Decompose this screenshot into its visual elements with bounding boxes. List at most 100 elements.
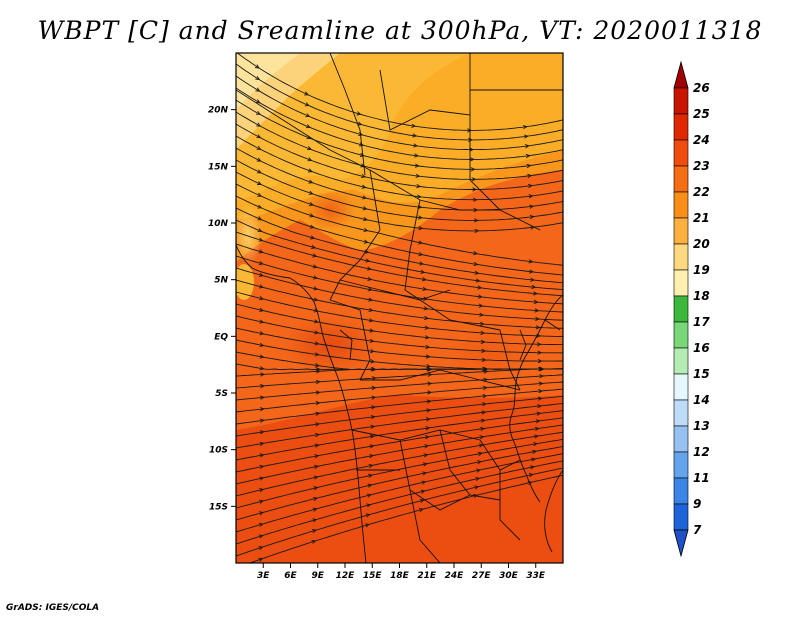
streamline bbox=[236, 123, 563, 190]
streamline-arrowhead bbox=[420, 269, 426, 274]
streamline bbox=[236, 63, 563, 141]
streamline-arrowhead bbox=[315, 390, 321, 395]
streamline-arrowhead bbox=[538, 381, 544, 386]
streamline bbox=[236, 315, 563, 354]
streamline-arrows bbox=[254, 64, 545, 562]
streamline-arrowhead bbox=[363, 216, 369, 222]
streamline-arrowhead bbox=[425, 417, 431, 422]
streamline-arrowhead bbox=[368, 463, 374, 469]
streamline-arrowhead bbox=[259, 354, 265, 359]
streamline-arrowhead bbox=[418, 508, 424, 513]
streamline-arrowhead bbox=[478, 443, 484, 448]
streamline-arrowhead bbox=[311, 529, 317, 534]
streamline-arrowhead bbox=[365, 258, 371, 263]
streamline-arrowhead bbox=[259, 488, 265, 493]
colorbar-label: 24 bbox=[693, 133, 710, 147]
streamline-arrowhead bbox=[255, 87, 261, 92]
streamline-arrowhead bbox=[480, 426, 486, 432]
streamline bbox=[236, 381, 563, 413]
streamline-arrowhead bbox=[256, 134, 262, 139]
streamline-arrowhead bbox=[474, 218, 479, 223]
streamline-arrowhead bbox=[313, 475, 319, 480]
streamline-arrowhead bbox=[259, 476, 265, 481]
streamline-arrowhead bbox=[258, 261, 264, 266]
colorbar-swatch bbox=[673, 373, 689, 401]
streamline-arrowhead bbox=[477, 285, 483, 290]
streamline-arrowhead bbox=[528, 194, 534, 199]
colorbar-label: 19 bbox=[693, 263, 710, 277]
streamline-arrowhead bbox=[529, 269, 535, 274]
streamline-arrowhead bbox=[259, 296, 265, 301]
streamline-arrowhead bbox=[366, 266, 372, 271]
streamline-arrowhead bbox=[308, 190, 314, 195]
streamline bbox=[236, 368, 563, 377]
streamline-arrowhead bbox=[537, 358, 543, 364]
streamline-arrowhead bbox=[529, 465, 536, 470]
streamline-arrowhead bbox=[255, 99, 261, 104]
lon-tick-label: 30E bbox=[499, 571, 519, 581]
lon-tick-label: 24E bbox=[445, 571, 465, 581]
streamline bbox=[236, 303, 563, 346]
streamline bbox=[236, 453, 563, 533]
streamline bbox=[236, 219, 563, 291]
streamline-arrowhead bbox=[527, 173, 533, 179]
streamline-arrowhead bbox=[427, 367, 433, 372]
streamline-arrowhead bbox=[535, 419, 541, 424]
lon-tick-label: 6E bbox=[284, 571, 297, 581]
streamline-arrowhead bbox=[426, 408, 432, 413]
streamline-arrowhead bbox=[532, 449, 538, 454]
streamline-arrowhead bbox=[259, 430, 265, 435]
streamline-arrowhead bbox=[475, 278, 481, 283]
streamline-arrowhead bbox=[314, 454, 320, 459]
streamline-arrowhead bbox=[312, 253, 318, 258]
streamline-arrowhead bbox=[414, 163, 420, 168]
colorbar-swatch bbox=[673, 321, 689, 349]
streamline-arrowhead bbox=[258, 522, 264, 527]
lon-tick-label: 18E bbox=[390, 571, 410, 581]
colorbar-swatch bbox=[673, 425, 689, 453]
colorbar-label: 9 bbox=[693, 497, 701, 511]
streamline bbox=[236, 231, 563, 297]
streamline-arrowhead bbox=[427, 390, 433, 395]
streamline-arrowhead bbox=[533, 299, 539, 305]
streamline bbox=[236, 446, 563, 521]
colorbar-bottom-arrow bbox=[673, 529, 689, 558]
streamline-arrowhead bbox=[423, 453, 429, 458]
streamline bbox=[236, 99, 563, 170]
streamline-arrowhead bbox=[371, 395, 377, 400]
streamline-arrowhead bbox=[470, 157, 475, 162]
streamline-arrowhead bbox=[424, 444, 430, 449]
streamline bbox=[236, 279, 563, 329]
streamline-arrowhead bbox=[527, 183, 533, 189]
streamline-arrowhead bbox=[307, 157, 313, 162]
streamline-arrowhead bbox=[369, 454, 375, 459]
streamline bbox=[236, 243, 563, 305]
colorbar-label: 22 bbox=[693, 185, 710, 199]
streamline-arrowhead bbox=[255, 75, 261, 81]
streamline-arrowhead bbox=[256, 145, 262, 150]
streamline bbox=[236, 87, 563, 160]
streamline-arrowhead bbox=[314, 352, 320, 357]
streamline-arrowhead bbox=[256, 122, 262, 127]
streamline-arrowhead bbox=[526, 163, 532, 169]
streamline-arrowhead bbox=[307, 168, 313, 173]
streamline-arrowhead bbox=[482, 393, 488, 399]
streamline-arrowhead bbox=[258, 272, 264, 277]
streamline-arrowhead bbox=[479, 435, 485, 440]
streamline-arrowhead bbox=[304, 91, 310, 96]
streamline-arrowhead bbox=[368, 318, 374, 323]
streamline-arrowhead bbox=[530, 277, 536, 282]
streamline-arrowhead bbox=[260, 372, 266, 377]
streamline-arrowhead bbox=[421, 277, 427, 282]
streamline bbox=[236, 467, 563, 557]
colorbar-swatch bbox=[673, 139, 689, 167]
lat-tick-label: 5S bbox=[215, 389, 228, 399]
streamline-arrowhead bbox=[536, 342, 542, 347]
streamline-arrowhead bbox=[475, 476, 481, 482]
streamline-arrowhead bbox=[472, 187, 478, 192]
streamline-arrowhead bbox=[259, 342, 265, 348]
streamline-arrowhead bbox=[533, 291, 539, 296]
streamline-arrowhead bbox=[477, 451, 483, 456]
colorbar-swatch bbox=[673, 347, 689, 375]
streamline-arrowhead bbox=[534, 434, 540, 439]
